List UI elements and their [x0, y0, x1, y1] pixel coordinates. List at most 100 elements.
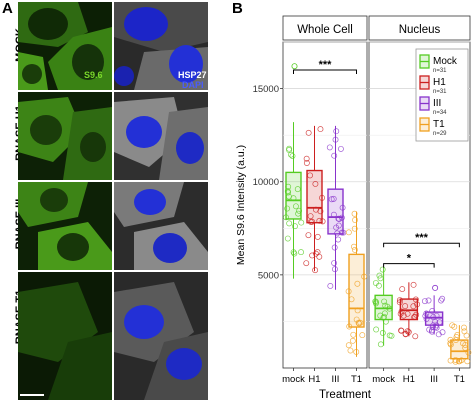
data-point	[435, 331, 442, 338]
x-tick-label: III	[332, 374, 340, 385]
box	[399, 298, 419, 321]
data-point	[333, 128, 340, 135]
data-point	[452, 356, 459, 363]
data-point	[331, 244, 338, 251]
micrograph-rnase-t1-merge	[114, 272, 208, 400]
data-point	[307, 213, 314, 220]
facet-label: Nucleus	[399, 24, 441, 36]
data-point	[331, 152, 338, 159]
data-point	[303, 260, 310, 267]
box	[285, 171, 302, 220]
data-point	[438, 297, 444, 304]
data-point	[402, 303, 409, 310]
data-point	[352, 217, 358, 223]
legend-box	[415, 48, 469, 142]
data-point	[412, 333, 419, 340]
data-point	[291, 250, 298, 257]
data-point	[345, 342, 352, 349]
data-point	[377, 275, 384, 282]
y-tick-label: 15000	[253, 84, 279, 95]
data-point	[400, 312, 407, 319]
micrograph-rnase-t1-s96	[18, 272, 112, 400]
data-point	[373, 326, 380, 333]
data-point	[349, 337, 356, 344]
scale-bar	[20, 394, 44, 396]
data-point	[461, 328, 468, 335]
stain-label-s96: S9.6	[84, 70, 103, 80]
data-point	[314, 233, 321, 240]
data-point	[286, 220, 293, 227]
data-point	[312, 267, 319, 274]
stain-label-hsp27: HSP27	[178, 70, 207, 80]
micrograph-rnase-h1-merge	[114, 92, 208, 180]
data-point	[326, 144, 333, 151]
data-point	[373, 299, 379, 305]
x-tick-label: T1	[454, 374, 465, 385]
data-point	[350, 331, 357, 338]
box	[424, 311, 444, 326]
x-tick-label: H1	[308, 374, 320, 385]
data-point	[337, 145, 344, 152]
stain-label-dapi: DAPI	[182, 80, 204, 90]
facet-panel	[282, 41, 368, 369]
data-point	[410, 303, 417, 310]
data-point	[398, 327, 405, 334]
x-tick-label: mock	[282, 374, 305, 385]
significance-label: ***	[415, 232, 429, 244]
box	[306, 169, 323, 224]
legend-entry-n: n=31	[433, 89, 447, 95]
data-point	[312, 250, 319, 257]
data-point	[355, 319, 362, 326]
data-point	[284, 205, 291, 212]
data-point	[377, 312, 384, 319]
y-axis-label: Mean S9.6 Intensity (a.u.)	[235, 145, 247, 265]
data-point	[461, 324, 467, 331]
data-point	[284, 235, 291, 242]
legend-entry-label: H1	[433, 77, 446, 88]
legend-entry-n: n=34	[433, 110, 447, 116]
data-point	[303, 155, 310, 162]
data-point	[351, 246, 358, 253]
data-point	[347, 347, 354, 354]
data-point	[423, 315, 430, 322]
data-point	[381, 298, 388, 305]
data-point	[330, 195, 337, 202]
micrograph-mock-s96	[18, 2, 112, 90]
data-point	[298, 249, 304, 256]
facet-strip	[368, 15, 471, 41]
facet-label: Whole Cell	[297, 24, 353, 36]
data-point	[316, 253, 323, 260]
data-point	[379, 329, 386, 336]
data-point	[379, 266, 386, 273]
y-tick-label: 5000	[258, 270, 279, 281]
data-point	[335, 222, 342, 229]
data-point	[404, 310, 411, 317]
data-point	[425, 297, 432, 304]
panel-b-letter: B	[232, 0, 243, 17]
data-point	[312, 180, 319, 187]
micrograph-rnase-iii-merge	[114, 182, 208, 270]
data-point	[410, 281, 417, 288]
data-point	[331, 260, 338, 266]
data-point	[345, 229, 352, 236]
box	[327, 188, 344, 235]
data-point	[289, 153, 296, 160]
box	[450, 339, 469, 360]
y-tick-label: 10000	[253, 177, 279, 188]
data-point	[429, 308, 436, 314]
micrograph-mock-merge	[114, 2, 208, 90]
micrograph-rnase-iii-s96	[18, 182, 112, 270]
data-point	[317, 126, 324, 133]
data-point	[439, 295, 446, 302]
data-point	[328, 196, 335, 203]
data-point	[354, 280, 361, 287]
legend-entry-n: n=31	[433, 68, 447, 74]
data-point	[357, 319, 364, 326]
data-point	[332, 266, 338, 273]
significance-label: ***	[319, 59, 333, 71]
data-point	[375, 282, 382, 289]
boxplot-chart: Whole Cell Nucleus 5000 10000 15000 Mean S9.6…	[235, 15, 472, 401]
micrograph-rnase-h1-s96	[18, 92, 112, 180]
data-point	[421, 298, 428, 305]
data-point	[309, 218, 316, 225]
